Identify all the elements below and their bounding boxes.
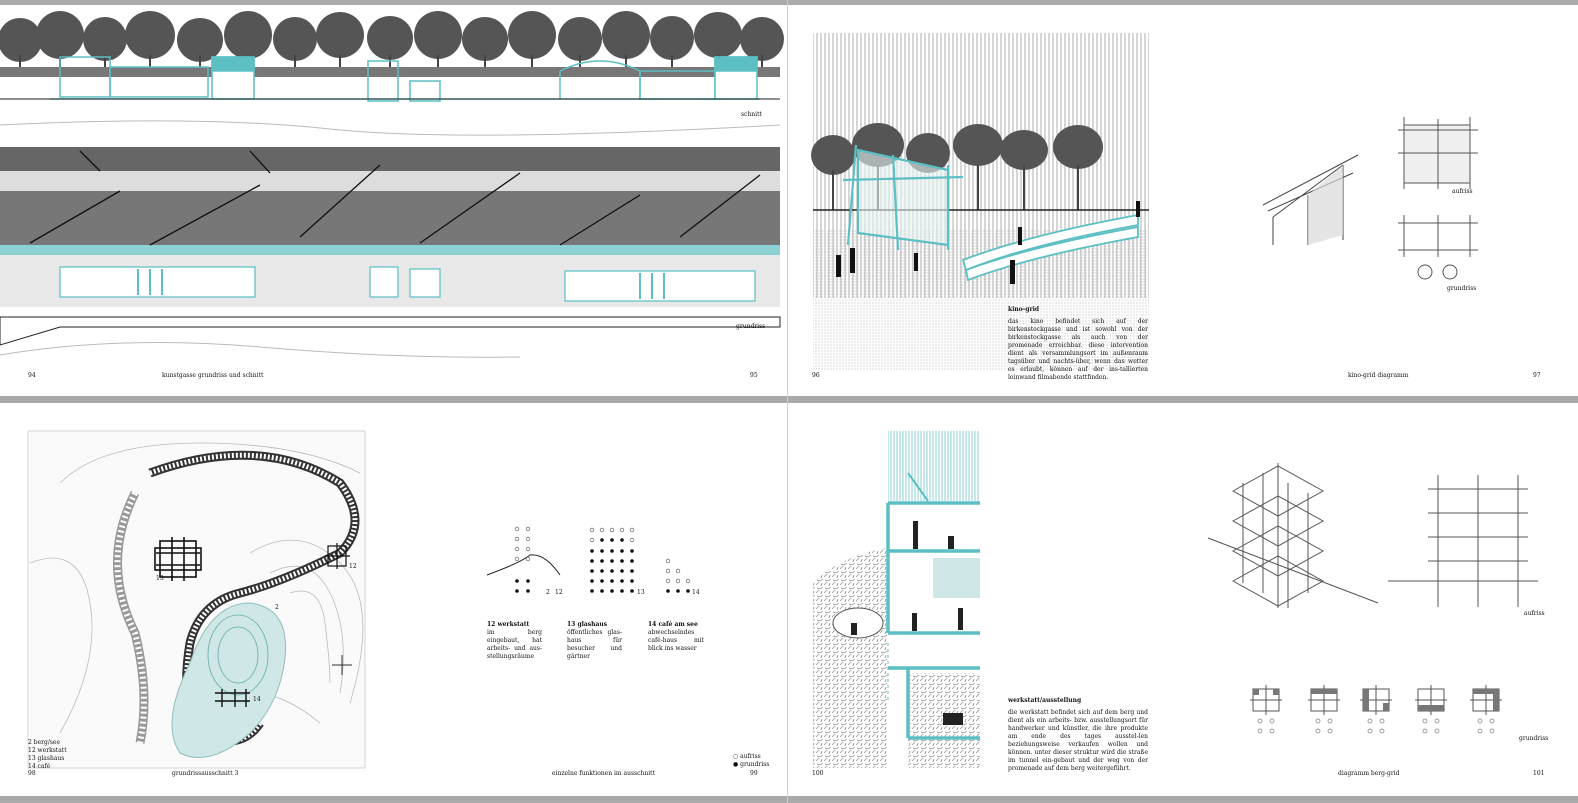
legend: 2 berg/see 12 werkstatt 13 glashaus 14 c…	[28, 739, 67, 771]
diagram-key: ○ aufriss ● grundriss	[733, 753, 769, 769]
function-werkstatt: 12 werkstatt im berg eingebaut, hat arbe…	[487, 621, 542, 661]
function-title: 14 café am see	[648, 621, 698, 628]
berg-grid-3d	[1207, 463, 1379, 608]
cafe-grid	[215, 689, 250, 707]
werkstatt-diagram	[486, 526, 561, 593]
label-aufriss: aufriss	[1524, 610, 1545, 617]
aufriss-grid	[1388, 475, 1538, 607]
diagram-number: 13	[637, 589, 645, 596]
legend-item: 12 werkstatt	[28, 747, 67, 754]
plan-elements	[59, 266, 756, 302]
page-number: 99	[750, 770, 758, 777]
caption: kunstgasse grundriss und schnitt	[162, 372, 264, 379]
page-number: 96	[812, 372, 820, 379]
page-number: 98	[28, 770, 36, 777]
caption: grundrissausschnitt 3	[172, 770, 239, 777]
section-elements	[50, 56, 760, 102]
page-number: 100	[812, 770, 824, 777]
heading-kino-grid: kino-grid	[1008, 306, 1040, 313]
diagram-number: 2	[546, 589, 550, 596]
aufriss-grid	[1398, 117, 1478, 189]
diagram-number: 12	[555, 589, 563, 596]
description: die werkstatt befindet sich auf dem berg…	[1008, 709, 1148, 772]
function-text: öffentliches glas-haus für besucher und …	[567, 629, 622, 660]
people	[836, 201, 1140, 284]
glashaus-diagram	[589, 527, 635, 593]
function-title: 12 werkstatt	[487, 621, 530, 628]
page-spread-96-97: kino-grid das kino befindet sich auf der…	[788, 5, 1578, 396]
caption: kino-grid diagramm	[1348, 372, 1409, 379]
map-number: 14	[253, 696, 261, 703]
spread-divider-bottom	[0, 796, 1578, 803]
page-number: 94	[28, 372, 36, 379]
caption: diagramm berg-grid	[1338, 770, 1400, 777]
map-number: 12	[349, 563, 357, 570]
grundriss-grid	[1398, 215, 1478, 280]
grundriss-grids	[1250, 685, 1502, 715]
heading-werkstatt: werkstatt/ausstellung	[1008, 697, 1082, 704]
function-title: 13 glashaus	[567, 621, 608, 628]
map-number: 13	[156, 575, 164, 582]
werkstatt-drawing	[813, 431, 1538, 768]
function-glashaus: 13 glashaus öffentliches glas-haus für b…	[567, 621, 622, 661]
function-cafe: 14 café am see abwechselndes café-haus m…	[648, 621, 704, 653]
diagram-number: 14	[692, 589, 700, 596]
legend-item: 13 glashaus	[28, 755, 65, 762]
cafe-diagram	[665, 558, 691, 593]
description: das kino befindet sich auf der birkensto…	[1008, 318, 1148, 381]
map-number: 2	[275, 604, 279, 611]
grandstand	[961, 213, 1139, 282]
caption: einzelne funktionen im ausschnitt	[552, 770, 655, 777]
label-aufriss: aufriss	[1452, 188, 1473, 195]
label-grundriss: grundriss	[1519, 735, 1549, 742]
werkstatt-structure	[886, 501, 980, 740]
legend-item: 2 berg/see	[28, 739, 61, 746]
page-number: 95	[750, 372, 758, 379]
spread-divider-top	[0, 0, 1578, 5]
people	[851, 521, 963, 725]
page-number: 101	[1533, 770, 1545, 777]
key-item: ● grundriss	[733, 761, 770, 768]
function-text: im berg eingebaut, hat arbeits- und aus-…	[487, 629, 542, 660]
page-number: 97	[1533, 372, 1541, 379]
werkstatt-grid	[325, 543, 350, 569]
glashaus-grid	[154, 537, 202, 581]
label-grundriss: grundriss	[736, 323, 766, 330]
rock-hatch	[813, 548, 888, 768]
kino-grid-drawing	[811, 33, 1478, 370]
label-schnitt: schnitt	[741, 111, 762, 118]
function-text: abwechselndes café-haus mit blick ins wa…	[648, 629, 704, 652]
kunstgasse-drawing	[0, 11, 784, 358]
label-grundriss: grundriss	[1447, 285, 1477, 292]
gutter-line	[787, 0, 788, 803]
site-map-drawing	[27, 430, 691, 769]
page-spread-100-101: werkstatt/ausstellung die werkstatt befi…	[788, 403, 1578, 796]
key-item: ○ aufriss	[733, 753, 761, 760]
tree-row	[0, 11, 784, 62]
legend-item: 14 café	[28, 763, 51, 770]
page-spread-98-99: 13 12 2 14 2 berg/see 12 werkstatt 13 gl…	[0, 403, 787, 796]
page-spread-94-95: schnitt grundriss 94 kunstgasse grundris…	[0, 5, 787, 396]
spread-divider-middle	[0, 396, 1578, 403]
